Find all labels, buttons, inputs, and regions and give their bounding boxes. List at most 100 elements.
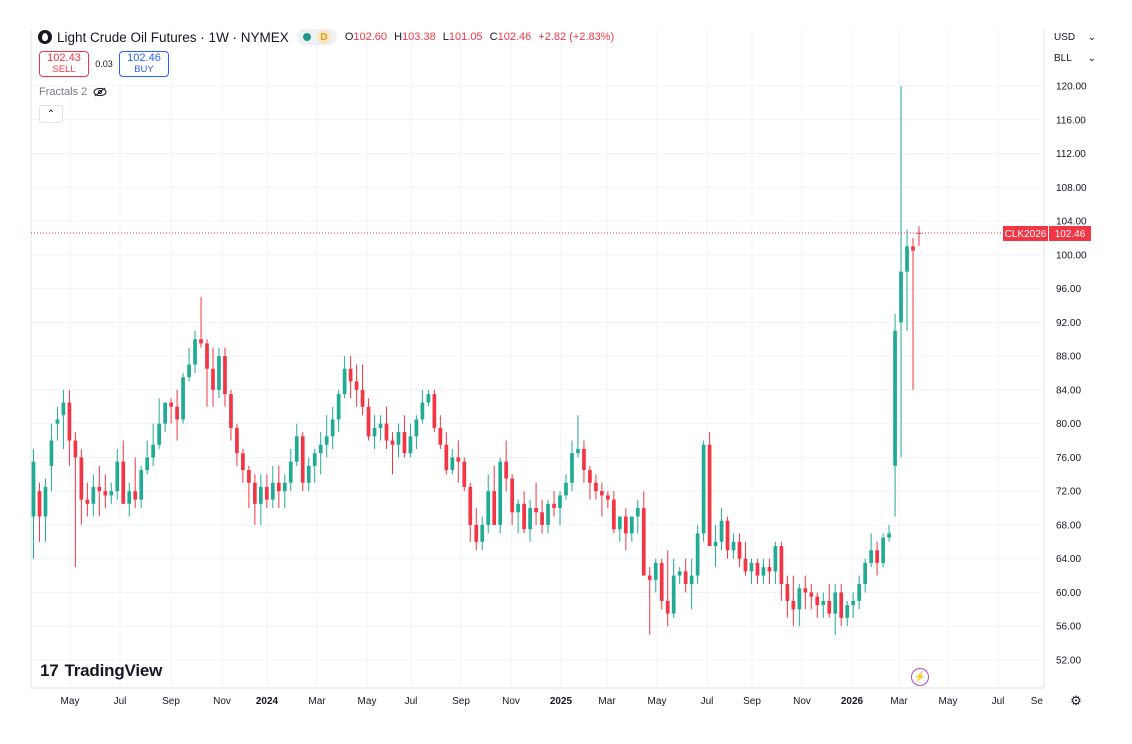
candle bbox=[653, 558, 658, 593]
gear-icon[interactable]: ⚙ bbox=[1070, 693, 1082, 708]
candle bbox=[558, 491, 562, 525]
y-tick-label: 72.00 bbox=[1056, 487, 1081, 498]
candle-body bbox=[719, 520, 724, 542]
candle bbox=[845, 600, 850, 627]
candle-body bbox=[612, 499, 616, 530]
candle-body bbox=[276, 482, 281, 492]
candle bbox=[911, 237, 915, 390]
y-tick-label: 64.00 bbox=[1056, 554, 1081, 565]
collapse-legend-button[interactable]: ⌃ bbox=[39, 105, 63, 123]
candle-body bbox=[103, 491, 108, 496]
buy-button[interactable]: 102.46 BUY bbox=[119, 51, 169, 77]
candle bbox=[492, 465, 497, 525]
candle-body bbox=[139, 470, 144, 500]
candle bbox=[576, 415, 580, 458]
x-tick-label: Jul bbox=[701, 696, 714, 707]
candle-body bbox=[253, 482, 257, 504]
unit-select[interactable]: BLL ⌄ bbox=[1054, 52, 1096, 64]
candle-body bbox=[270, 482, 275, 500]
last-price-label: CLK2026 102.46 bbox=[1003, 226, 1091, 241]
candle-body bbox=[504, 461, 509, 479]
candle bbox=[270, 465, 275, 509]
x-tick-label: May bbox=[939, 696, 958, 707]
x-tick-label: Nov bbox=[213, 696, 231, 707]
x-tick-label: Sep bbox=[452, 696, 470, 707]
candle-body bbox=[522, 503, 526, 530]
market-open-dot-icon bbox=[302, 33, 311, 41]
indicator-legend[interactable]: Fractals 2 bbox=[39, 86, 107, 98]
candle-body bbox=[247, 470, 251, 483]
candle bbox=[432, 389, 437, 433]
lightning-icon[interactable]: ⚡ bbox=[911, 668, 929, 686]
candle bbox=[743, 541, 748, 576]
candle-body bbox=[235, 427, 239, 454]
candle-body bbox=[821, 600, 826, 606]
currency-select[interactable]: USD ⌄ bbox=[1054, 31, 1096, 43]
candle-body bbox=[294, 436, 299, 462]
candle bbox=[85, 482, 90, 517]
candle bbox=[133, 457, 138, 509]
candle-body bbox=[689, 575, 694, 585]
market-status[interactable]: D bbox=[296, 29, 337, 45]
candle bbox=[253, 474, 257, 525]
tradingview-logo[interactable]: 17 TradingView bbox=[40, 661, 162, 681]
candle-body bbox=[282, 482, 287, 492]
candle bbox=[707, 432, 712, 547]
candle-body bbox=[773, 546, 778, 572]
candle bbox=[259, 474, 263, 525]
candle bbox=[396, 423, 401, 458]
x-tick-label: Nov bbox=[793, 696, 811, 707]
candle-body bbox=[121, 461, 126, 504]
candle-body bbox=[31, 461, 36, 517]
eye-off-icon[interactable] bbox=[93, 87, 107, 97]
candle-body bbox=[372, 427, 377, 437]
candle bbox=[420, 389, 425, 424]
candle bbox=[390, 432, 395, 475]
candle bbox=[510, 474, 515, 525]
candle-body bbox=[432, 394, 437, 428]
candle bbox=[306, 457, 311, 492]
y-tick-label: 96.00 bbox=[1056, 284, 1081, 295]
last-price-badge-text: 102.46 bbox=[1055, 229, 1086, 240]
x-tick-label: Mar bbox=[598, 696, 616, 707]
candle bbox=[366, 398, 371, 441]
candle-body bbox=[761, 567, 766, 576]
candle bbox=[893, 313, 897, 517]
candle-body bbox=[378, 423, 383, 428]
candle bbox=[671, 558, 676, 618]
symbol-title[interactable]: Light Crude Oil Futures · 1W · NYMEX bbox=[57, 29, 289, 45]
candle-body bbox=[342, 368, 347, 395]
x-tick-label: Se bbox=[1031, 696, 1044, 707]
candle-body bbox=[324, 436, 329, 445]
candle bbox=[408, 423, 413, 458]
candle-body bbox=[617, 516, 622, 530]
y-tick-label: 100.00 bbox=[1056, 250, 1087, 261]
candle bbox=[851, 592, 856, 618]
candle bbox=[821, 592, 826, 618]
y-tick-label: 52.00 bbox=[1056, 656, 1081, 667]
candle-body bbox=[426, 394, 431, 403]
candle bbox=[755, 558, 760, 585]
delayed-data-badge: D bbox=[316, 30, 331, 44]
candle bbox=[498, 457, 503, 534]
candle bbox=[857, 575, 862, 610]
candle bbox=[282, 474, 287, 509]
x-tick-label: Sep bbox=[162, 696, 180, 707]
candle bbox=[462, 457, 467, 492]
candle-body bbox=[558, 495, 562, 509]
candle bbox=[67, 389, 72, 466]
indicator-label: Fractals 2 bbox=[39, 86, 88, 98]
candle-body bbox=[677, 571, 682, 576]
candle bbox=[55, 406, 60, 441]
candle-body bbox=[911, 246, 915, 251]
candle-body bbox=[653, 562, 658, 580]
candle-body bbox=[899, 271, 903, 323]
candle bbox=[917, 226, 921, 246]
sell-button[interactable]: 102.43 SELL bbox=[39, 51, 89, 77]
candle-body bbox=[815, 596, 820, 606]
candle-body bbox=[438, 427, 443, 445]
candle bbox=[863, 558, 868, 593]
candle-body bbox=[516, 503, 520, 513]
x-tick-label: 2026 bbox=[841, 696, 864, 707]
